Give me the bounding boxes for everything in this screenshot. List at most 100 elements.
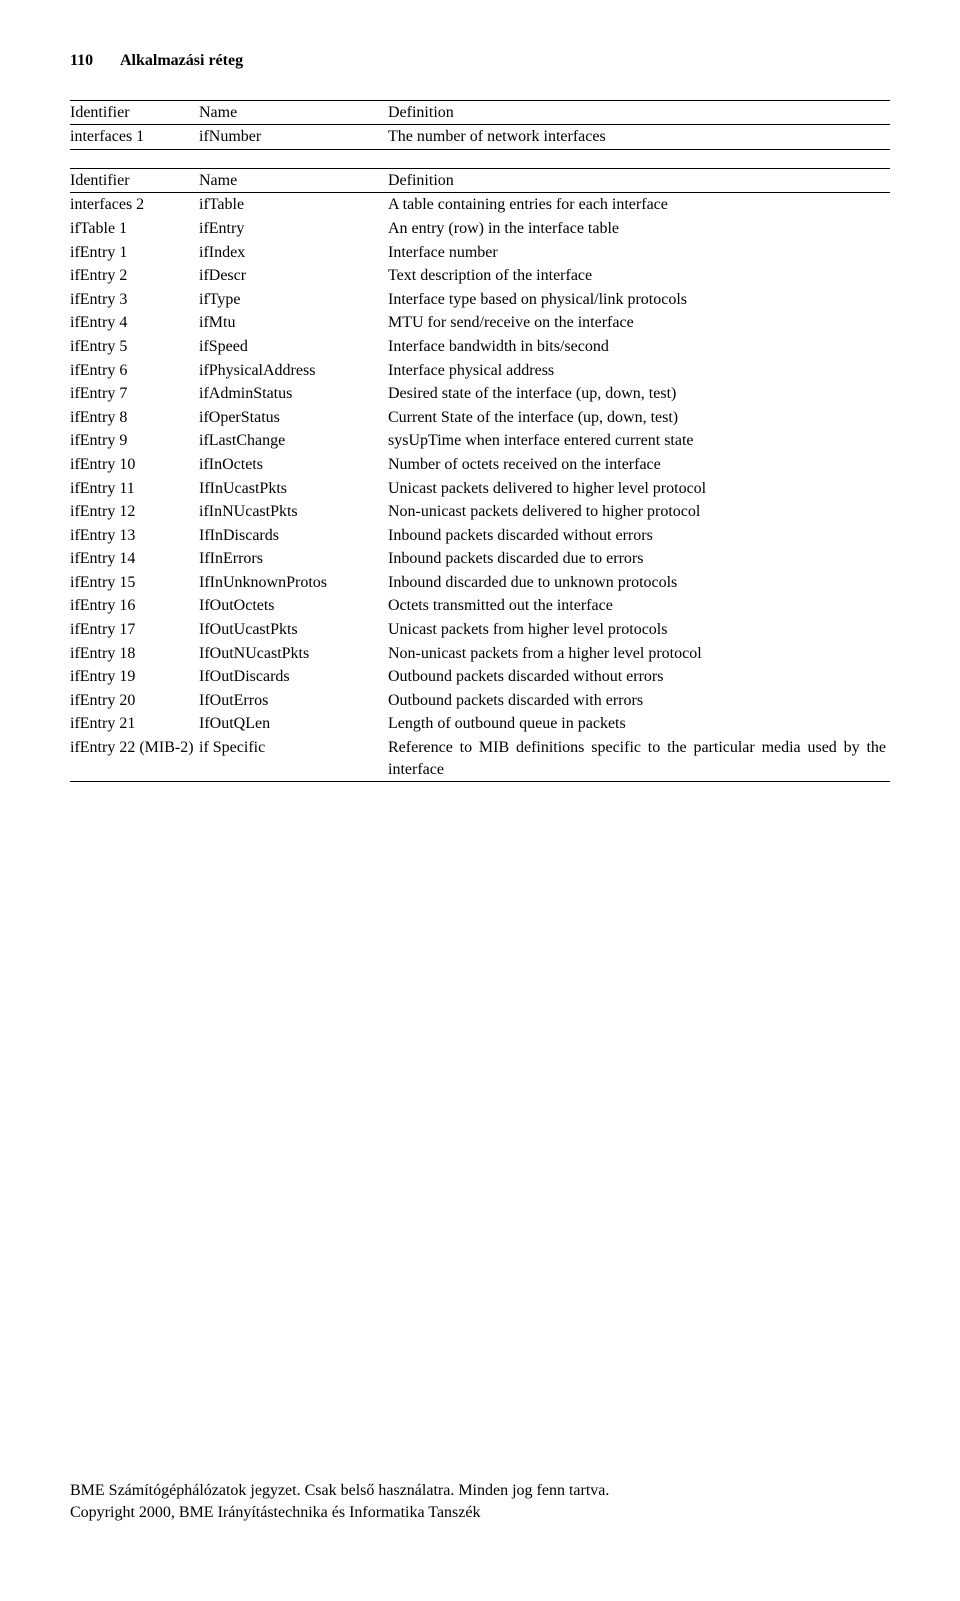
cell-name: IfInUcastPkts: [199, 477, 388, 501]
cell-identifier: ifEntry 13: [70, 524, 199, 548]
cell-name: IfOutErros: [199, 689, 388, 713]
cell-definition: Current State of the interface (up, down…: [388, 406, 890, 430]
cell-name: ifIndex: [199, 241, 388, 265]
cell-identifier: ifEntry 6: [70, 359, 199, 383]
cell-identifier: ifEntry 3: [70, 288, 199, 312]
cell-name: ifInOctets: [199, 453, 388, 477]
cell-definition: Interface number: [388, 241, 890, 265]
table-header-row: Identifier Name Definition: [70, 100, 890, 125]
cell-identifier: interfaces 2: [70, 193, 199, 217]
cell-definition: Non-unicast packets from a higher level …: [388, 642, 890, 666]
cell-definition: Outbound packets discarded with errors: [388, 689, 890, 713]
col-header-identifier: Identifier: [70, 168, 199, 193]
table-row: ifEntry 11IfInUcastPktsUnicast packets d…: [70, 477, 890, 501]
table-row: interfaces 1ifNumberThe number of networ…: [70, 125, 890, 150]
cell-identifier: ifEntry 18: [70, 642, 199, 666]
table-row: ifEntry 20IfOutErrosOutbound packets dis…: [70, 689, 890, 713]
cell-definition: Interface physical address: [388, 359, 890, 383]
cell-identifier: ifEntry 21: [70, 712, 199, 736]
table-row: ifEntry 14IfInErrorsInbound packets disc…: [70, 547, 890, 571]
page-number: 110: [70, 50, 120, 72]
col-header-name: Name: [199, 168, 388, 193]
table-row: ifEntry 13IfInDiscardsInbound packets di…: [70, 524, 890, 548]
cell-definition: Text description of the interface: [388, 264, 890, 288]
cell-identifier: ifEntry 22 (MIB-2): [70, 736, 199, 782]
cell-definition: Desired state of the interface (up, down…: [388, 382, 890, 406]
col-header-identifier: Identifier: [70, 100, 199, 125]
cell-definition: Octets transmitted out the interface: [388, 594, 890, 618]
table-ifentry-details: Identifier Name Definition interfaces 2i…: [70, 168, 890, 782]
cell-name: ifEntry: [199, 217, 388, 241]
cell-name: ifAdminStatus: [199, 382, 388, 406]
table-row: ifEntry 16IfOutOctetsOctets transmitted …: [70, 594, 890, 618]
table-row: ifEntry 3ifTypeInterface type based on p…: [70, 288, 890, 312]
cell-name: ifInNUcastPkts: [199, 500, 388, 524]
cell-definition: Outbound packets discarded without error…: [388, 665, 890, 689]
cell-definition: Number of octets received on the interfa…: [388, 453, 890, 477]
cell-identifier: interfaces 1: [70, 125, 199, 150]
cell-name: ifTable: [199, 193, 388, 217]
cell-identifier: ifEntry 8: [70, 406, 199, 430]
cell-definition: Unicast packets from higher level protoc…: [388, 618, 890, 642]
cell-identifier: ifEntry 16: [70, 594, 199, 618]
cell-definition: sysUpTime when interface entered current…: [388, 429, 890, 453]
table-row: ifEntry 4ifMtuMTU for send/receive on th…: [70, 311, 890, 335]
cell-definition: MTU for send/receive on the interface: [388, 311, 890, 335]
cell-identifier: ifEntry 10: [70, 453, 199, 477]
table-row: ifEntry 6ifPhysicalAddressInterface phys…: [70, 359, 890, 383]
cell-definition: Inbound packets discarded without errors: [388, 524, 890, 548]
cell-definition: The number of network interfaces: [388, 125, 890, 150]
cell-name: ifNumber: [199, 125, 388, 150]
cell-name: ifLastChange: [199, 429, 388, 453]
cell-name: IfOutNUcastPkts: [199, 642, 388, 666]
cell-name: ifDescr: [199, 264, 388, 288]
table-row: ifEntry 19IfOutDiscardsOutbound packets …: [70, 665, 890, 689]
table-header-row: Identifier Name Definition: [70, 168, 890, 193]
table-interfaces-summary: Identifier Name Definition interfaces 1i…: [70, 100, 890, 150]
cell-definition: An entry (row) in the interface table: [388, 217, 890, 241]
cell-definition: Reference to MIB definitions specific to…: [388, 736, 890, 782]
table-row: ifEntry 22 (MIB-2)if SpecificReference t…: [70, 736, 890, 782]
page-footer: BME Számítógéphálózatok jegyzet. Csak be…: [70, 1480, 890, 1523]
cell-identifier: ifEntry 2: [70, 264, 199, 288]
col-header-definition: Definition: [388, 168, 890, 193]
cell-name: IfInUnknownProtos: [199, 571, 388, 595]
cell-definition: Inbound packets discarded due to errors: [388, 547, 890, 571]
cell-name: IfOutUcastPkts: [199, 618, 388, 642]
cell-name: ifOperStatus: [199, 406, 388, 430]
cell-identifier: ifTable 1: [70, 217, 199, 241]
cell-name: ifPhysicalAddress: [199, 359, 388, 383]
page-header: 110 Alkalmazási réteg: [70, 50, 890, 72]
footer-line-1: BME Számítógéphálózatok jegyzet. Csak be…: [70, 1480, 890, 1502]
footer-line-2: Copyright 2000, BME Irányítástechnika és…: [70, 1502, 890, 1524]
cell-name: IfOutDiscards: [199, 665, 388, 689]
cell-identifier: ifEntry 1: [70, 241, 199, 265]
cell-identifier: ifEntry 12: [70, 500, 199, 524]
table-row: ifEntry 18IfOutNUcastPktsNon-unicast pac…: [70, 642, 890, 666]
cell-identifier: ifEntry 9: [70, 429, 199, 453]
cell-name: IfOutOctets: [199, 594, 388, 618]
cell-identifier: ifEntry 7: [70, 382, 199, 406]
table-row: ifEntry 8ifOperStatusCurrent State of th…: [70, 406, 890, 430]
cell-name: ifMtu: [199, 311, 388, 335]
cell-identifier: ifEntry 14: [70, 547, 199, 571]
table-row: ifTable 1ifEntryAn entry (row) in the in…: [70, 217, 890, 241]
cell-definition: A table containing entries for each inte…: [388, 193, 890, 217]
col-header-definition: Definition: [388, 100, 890, 125]
table-row: interfaces 2ifTableA table containing en…: [70, 193, 890, 217]
table-row: ifEntry 12ifInNUcastPktsNon-unicast pack…: [70, 500, 890, 524]
table-row: ifEntry 21IfOutQLenLength of outbound qu…: [70, 712, 890, 736]
cell-identifier: ifEntry 15: [70, 571, 199, 595]
cell-identifier: ifEntry 4: [70, 311, 199, 335]
cell-definition: Inbound discarded due to unknown protoco…: [388, 571, 890, 595]
cell-identifier: ifEntry 11: [70, 477, 199, 501]
table-row: ifEntry 15IfInUnknownProtosInbound disca…: [70, 571, 890, 595]
table-row: ifEntry 1ifIndexInterface number: [70, 241, 890, 265]
cell-definition: Non-unicast packets delivered to higher …: [388, 500, 890, 524]
cell-definition: Length of outbound queue in packets: [388, 712, 890, 736]
cell-name: ifSpeed: [199, 335, 388, 359]
table-row: ifEntry 17IfOutUcastPktsUnicast packets …: [70, 618, 890, 642]
table-row: ifEntry 10ifInOctetsNumber of octets rec…: [70, 453, 890, 477]
page-title: Alkalmazási réteg: [120, 50, 243, 72]
cell-definition: Interface type based on physical/link pr…: [388, 288, 890, 312]
